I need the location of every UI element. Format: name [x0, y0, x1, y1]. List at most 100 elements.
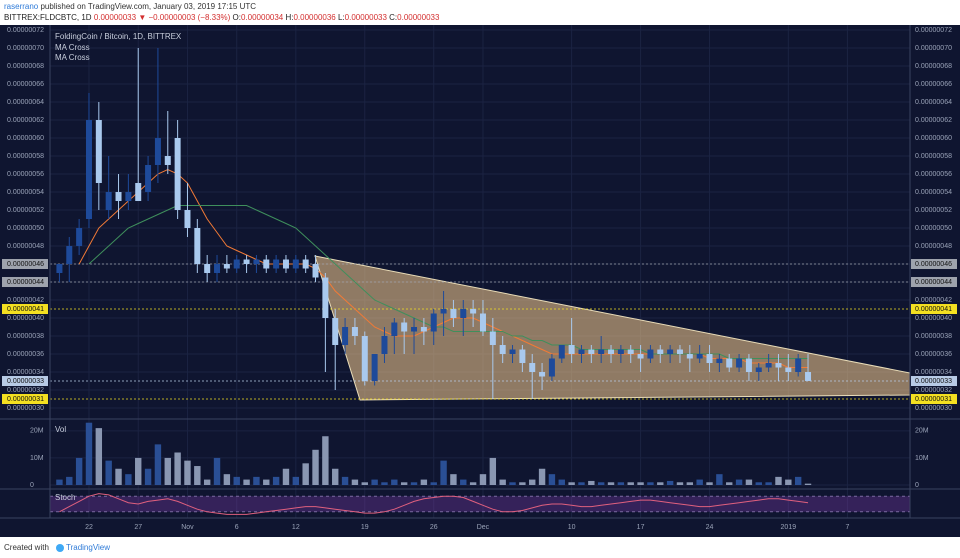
candle-body [361, 336, 368, 382]
volume-bar [597, 482, 605, 485]
volume-bar [361, 482, 368, 485]
author[interactable]: raserrano [4, 2, 39, 11]
volume-bar [203, 479, 211, 485]
volume-bar [617, 482, 625, 485]
y-tick-label: 0.00000070 [915, 45, 952, 52]
price-level-tag [2, 304, 48, 315]
volume-bar [627, 482, 634, 485]
candle-body [312, 264, 319, 278]
volume-bar [755, 482, 762, 485]
volume-bar [696, 479, 703, 485]
candle-body [647, 349, 654, 359]
y-tick-label: 0.00000070 [7, 45, 44, 52]
y-tick-label: 0.00000062 [7, 117, 44, 124]
y-tick-label: 0.00000048 [915, 243, 952, 250]
volume-bar [450, 474, 457, 485]
y-tick-label: 0.00000032 [7, 387, 44, 394]
candle-body [194, 228, 201, 265]
candle-body [164, 156, 171, 166]
candle-body [214, 264, 221, 274]
price-level-tag [911, 277, 957, 288]
volume-bar [292, 476, 300, 485]
candle-body [204, 264, 211, 274]
price-level-tag [2, 376, 48, 387]
candle-body [558, 345, 565, 359]
price-level-label: 0.00000031 [915, 396, 952, 403]
y-tick-label: 0.00000060 [7, 135, 44, 142]
price-level-label: 0.00000041 [915, 306, 952, 313]
volume-bar [430, 482, 437, 485]
volume-bar [263, 479, 270, 485]
volume-bar [794, 476, 802, 485]
volume-bar [745, 479, 753, 485]
volume-bar [676, 482, 684, 485]
stoch-line [59, 493, 809, 515]
volume-bar [85, 422, 93, 485]
candle-body [145, 165, 152, 193]
candle-body [726, 358, 733, 368]
candle-body [76, 228, 83, 247]
volume-bar [391, 479, 398, 485]
y-tick-label: 0.00000050 [7, 225, 44, 232]
footer-brand[interactable]: TradingView [66, 543, 110, 552]
ohlc-value: 0.00000033 [345, 13, 388, 22]
candle-body [795, 358, 802, 373]
ohlc-key: L: [338, 13, 345, 22]
y-tick-label: 0.00000042 [7, 297, 44, 304]
candle-body [470, 309, 477, 314]
volume-bar [726, 482, 733, 485]
y-tick-label: 0.00000056 [915, 171, 952, 178]
volume-bar [647, 482, 654, 485]
candle-body [785, 367, 792, 373]
x-tick-label: 2019 [781, 524, 797, 531]
volume-bar [272, 476, 280, 485]
candle-body [519, 349, 526, 364]
candle-body [273, 259, 280, 269]
volume-bar [341, 476, 349, 485]
quote-line: BITTREX:FLDCBTC, 1D 0.00000033 ▼ −0.0000… [4, 13, 440, 22]
y-tick-label: 0.00000034 [7, 369, 44, 376]
price-level-tag [2, 277, 48, 288]
y-tick-label: 0.00000054 [7, 189, 44, 196]
volume-bar [322, 436, 329, 485]
ohlc-value: 0.00000033 [397, 13, 440, 22]
volume-bar [548, 474, 556, 485]
candle-body [105, 192, 112, 211]
candle-body [667, 349, 674, 355]
volume-bar [302, 463, 309, 485]
candle-body [282, 259, 289, 269]
x-tick-label: Nov [181, 524, 194, 531]
candle-body [686, 354, 693, 359]
x-tick-label: 17 [637, 524, 645, 531]
y-tick-label: 0.00000056 [7, 171, 44, 178]
ohlc-key: O: [233, 13, 241, 22]
volume-bar [213, 457, 221, 485]
volume-tick-label: 20M [915, 428, 929, 435]
candle-body [608, 349, 615, 355]
published: published on TradingView.com, January 03… [40, 2, 256, 11]
candle-body [233, 259, 240, 269]
change: ▼ −0.00000003 (−8.33%) [138, 13, 230, 22]
candle-body [489, 331, 496, 346]
volume-bar [657, 482, 664, 485]
candle-body [411, 327, 418, 332]
volume-bar [785, 479, 792, 485]
volume-bar [529, 479, 536, 485]
symbol: BITTREX:FLDCBTC, 1D [4, 13, 92, 22]
candle-body [125, 192, 132, 202]
y-tick-label: 0.00000058 [915, 153, 952, 160]
price-level-label: 0.00000031 [7, 396, 44, 403]
price-level-tag [2, 259, 48, 270]
candle-body [479, 313, 486, 332]
legend-title: FoldingCoin / Bitcoin, 1D, BITTREX [55, 32, 182, 41]
y-tick-label: 0.00000050 [915, 225, 952, 232]
price-level-tag [911, 304, 957, 315]
volume-bar [332, 468, 339, 485]
y-tick-label: 0.00000058 [7, 153, 44, 160]
price-level-tag [911, 259, 957, 270]
volume-bar [469, 482, 477, 485]
volume-bar [184, 460, 191, 485]
candle-body [588, 349, 595, 355]
y-tick-label: 0.00000072 [915, 27, 952, 34]
